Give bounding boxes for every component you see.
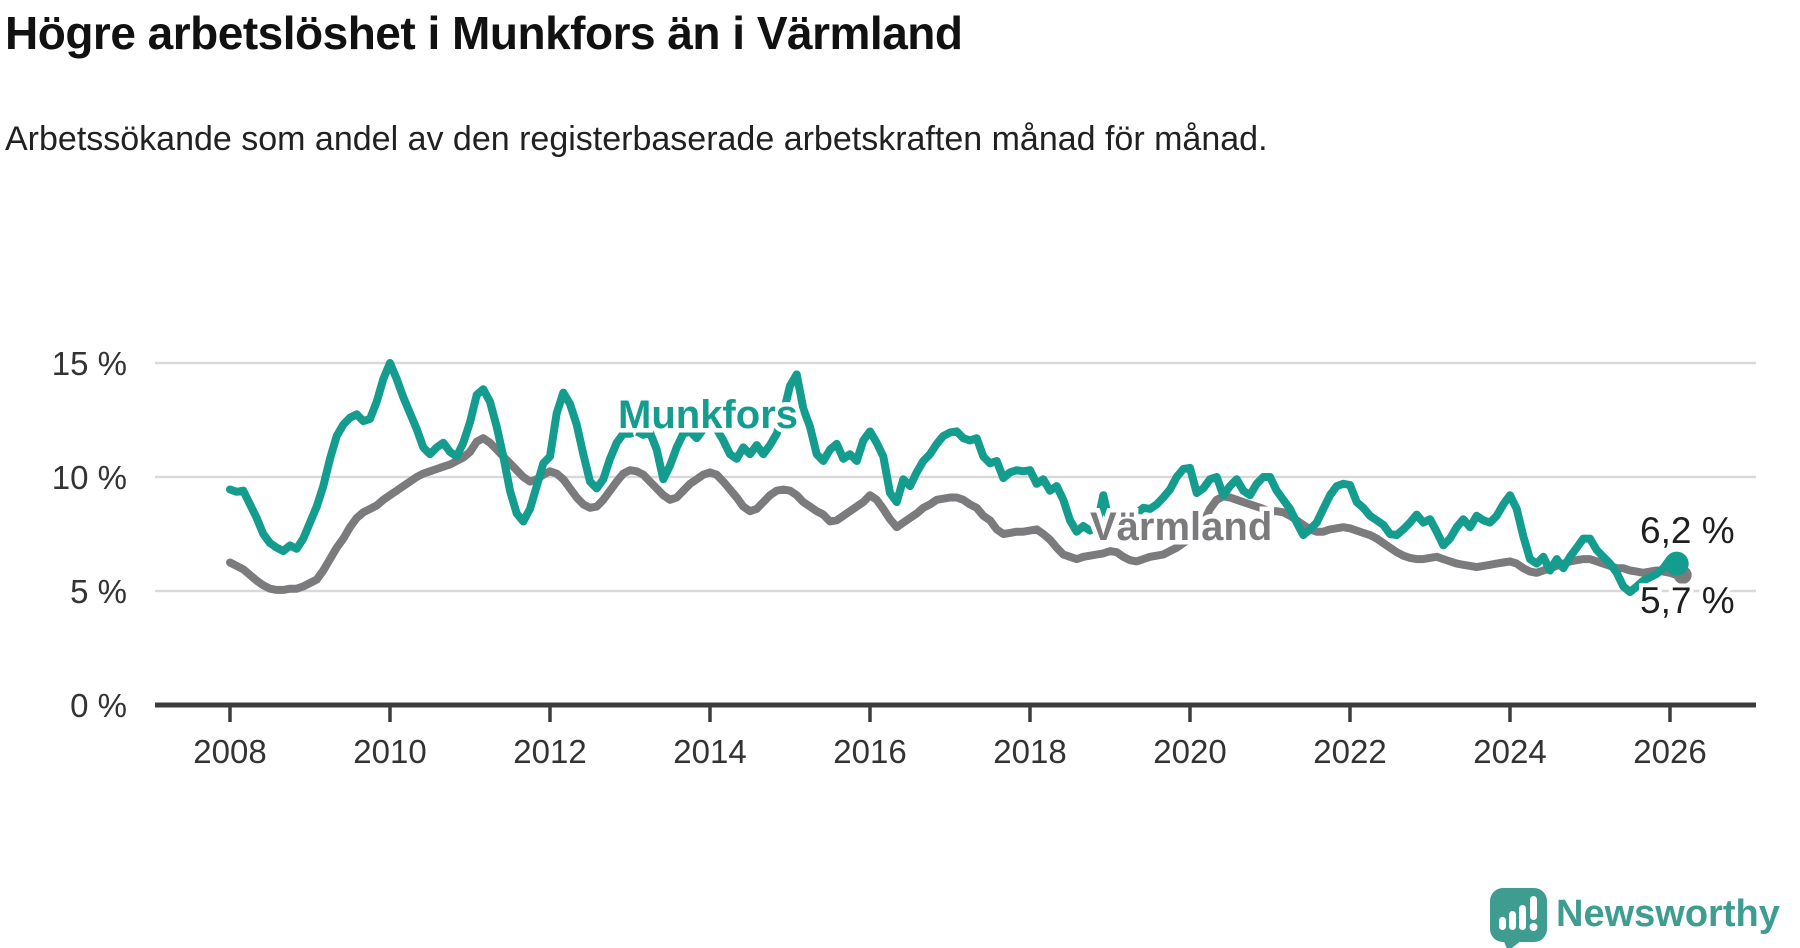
munkfors-end-value-label: 6,2 %: [1640, 510, 1735, 551]
varmland-line: [226, 434, 1681, 594]
munkfors-line: [226, 359, 1681, 597]
y-tick-5: 5 %: [70, 573, 127, 610]
chart-subtitle: Arbetssökande som andel av den registerb…: [5, 120, 1268, 158]
y-tick-15: 15 %: [52, 345, 127, 382]
x-label-2010: 2010: [353, 733, 426, 770]
x-label-2026: 2026: [1633, 733, 1706, 770]
x-label-2008: 2008: [193, 733, 266, 770]
x-label-2012: 2012: [513, 733, 586, 770]
x-axis-ticks: [228, 707, 1672, 722]
x-axis-labels: 2008 2010 2012 2014 2016 2018 2020 2022 2024 2026: [193, 733, 1706, 770]
munkfors-endpoint-dot: [1664, 551, 1689, 576]
newsworthy-logo: Newsworthy: [1489, 885, 1800, 948]
y-tick-0: 0 %: [70, 687, 127, 724]
newsworthy-logo-text: Newsworthy: [1556, 893, 1780, 935]
x-label-2024: 2024: [1473, 733, 1546, 770]
newsworthy-logo-icon: [1490, 888, 1547, 948]
page-title: Högre arbetslöshet i Munkfors än i Värml…: [5, 7, 963, 59]
varmland-series-label: Värmland: [1090, 505, 1272, 549]
varmland-end-value-label: 5,7 %: [1640, 580, 1735, 621]
munkfors-series-label: Munkfors: [618, 393, 798, 437]
y-tick-10: 10 %: [52, 459, 127, 496]
x-label-2014: 2014: [673, 733, 746, 770]
x-label-2018: 2018: [993, 733, 1066, 770]
x-label-2022: 2022: [1313, 733, 1386, 770]
x-label-2020: 2020: [1153, 733, 1226, 770]
x-label-2016: 2016: [833, 733, 906, 770]
